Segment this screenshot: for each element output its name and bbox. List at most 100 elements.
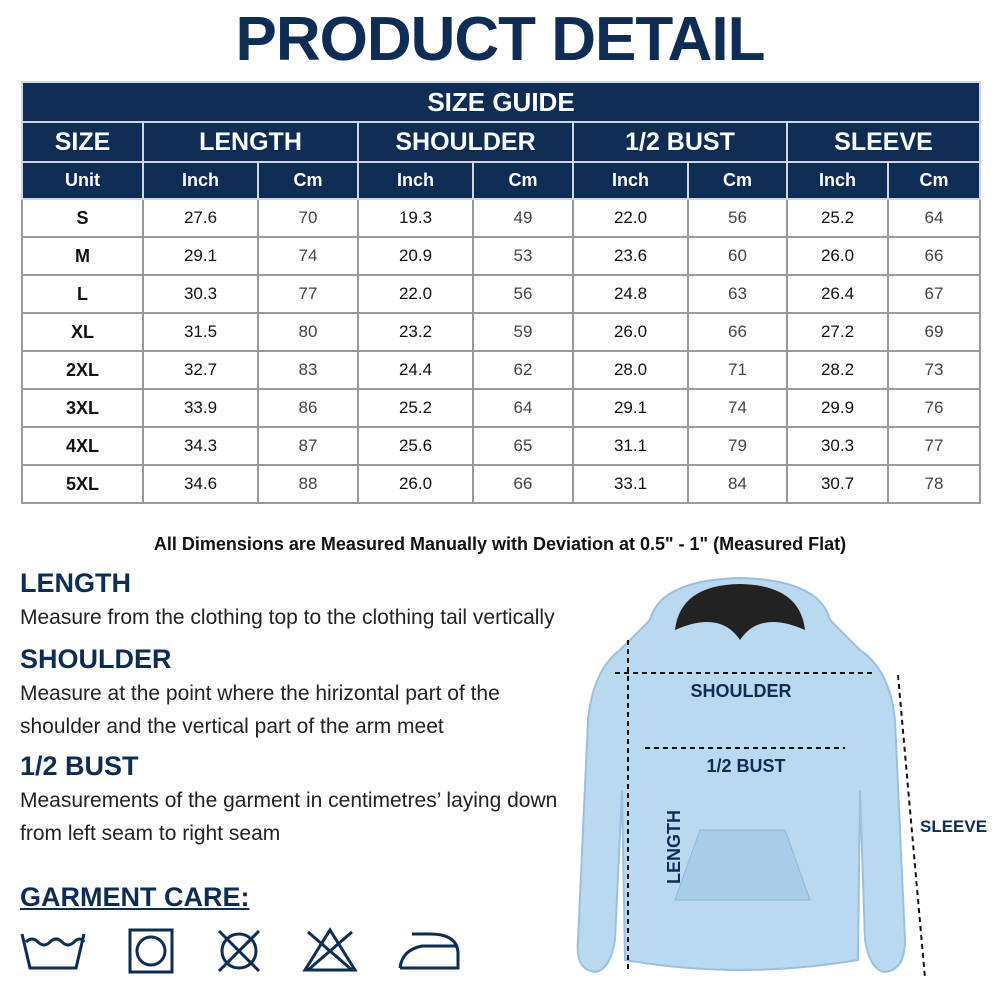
measure-cell: 60 bbox=[687, 236, 788, 276]
group-header: SLEEVE bbox=[786, 121, 981, 163]
measure-cell: 79 bbox=[687, 426, 788, 466]
measure-cell: 66 bbox=[472, 464, 574, 504]
measure-cell: 78 bbox=[887, 464, 981, 504]
measure-cell: 20.9 bbox=[357, 236, 474, 276]
size-cell: L bbox=[21, 274, 144, 314]
unit-header: Inch bbox=[142, 161, 259, 200]
measure-cell: 86 bbox=[257, 388, 359, 428]
measure-cell: 29.9 bbox=[786, 388, 889, 428]
sleeve-label: SLEEVE bbox=[920, 817, 987, 836]
measure-cell: 67 bbox=[887, 274, 981, 314]
group-row: SIZE LENGTH SHOULDER 1/2 BUST SLEEVE bbox=[21, 121, 981, 163]
measure-cell: 71 bbox=[687, 350, 788, 390]
measure-cell: 76 bbox=[887, 388, 981, 428]
measure-cell: 26.0 bbox=[357, 464, 474, 504]
section: SHOULDER Measure at the point where the h… bbox=[20, 644, 580, 743]
table-caption: SIZE GUIDE bbox=[21, 81, 981, 123]
section-heading: 1/2 BUST bbox=[20, 751, 139, 781]
measure-cell: 22.0 bbox=[357, 274, 474, 314]
measure-cell: 64 bbox=[887, 198, 981, 238]
size-cell: 3XL bbox=[21, 388, 144, 428]
hoodie-diagram: SHOULDER 1/2 BUST LENGTH SLEEVE bbox=[576, 576, 987, 979]
measure-cell: 30.3 bbox=[786, 426, 889, 466]
measure-cell: 84 bbox=[687, 464, 788, 504]
measure-cell: 59 bbox=[472, 312, 574, 352]
size-cell: 4XL bbox=[21, 426, 144, 466]
measure-cell: 24.8 bbox=[572, 274, 689, 314]
measure-cell: 56 bbox=[472, 274, 574, 314]
care-title: GARMENT CARE: bbox=[20, 882, 250, 912]
measure-cell: 80 bbox=[257, 312, 359, 352]
group-header: LENGTH bbox=[142, 121, 359, 163]
icon-no-dryclean bbox=[217, 929, 261, 973]
measure-cell: 19.3 bbox=[357, 198, 474, 238]
measure-cell: 66 bbox=[887, 236, 981, 276]
size-row: 4XL 34.3 87 25.6 65 31.1 79 30.3 77 bbox=[21, 426, 981, 466]
measure-cell: 27.6 bbox=[142, 198, 259, 238]
measure-cell: 74 bbox=[687, 388, 788, 428]
size-row: 5XL 34.6 88 26.0 66 33.1 84 30.7 78 bbox=[21, 464, 981, 504]
group-header: SIZE bbox=[21, 121, 144, 163]
size-row: 3XL 33.9 86 25.2 64 29.1 74 29.9 76 bbox=[21, 388, 981, 428]
measure-cell: 32.7 bbox=[142, 350, 259, 390]
unit-row: Unit Inch Cm Inch Cm Inch Cm Inch Cm bbox=[21, 161, 981, 200]
measure-cell: 30.3 bbox=[142, 274, 259, 314]
measure-cell: 62 bbox=[472, 350, 574, 390]
size-cell: 2XL bbox=[21, 350, 144, 390]
unit-header: Cm bbox=[687, 161, 788, 200]
section-heading: SHOULDER bbox=[20, 644, 172, 674]
measure-cell: 53 bbox=[472, 236, 574, 276]
section: 1/2 BUST Measurements of the garment in c… bbox=[20, 751, 580, 850]
length-label: LENGTH bbox=[664, 810, 684, 884]
measure-cell: 29.1 bbox=[572, 388, 689, 428]
care-icons bbox=[20, 928, 261, 974]
measure-lines bbox=[615, 640, 926, 979]
unit-header: Cm bbox=[887, 161, 981, 200]
unit-header: Cm bbox=[472, 161, 574, 200]
measure-cell: 28.2 bbox=[786, 350, 889, 390]
measure-cell: 77 bbox=[257, 274, 359, 314]
icon-wash bbox=[20, 933, 86, 970]
hood-lining bbox=[675, 584, 805, 640]
size-row: L 30.3 77 22.0 56 24.8 63 26.4 67 bbox=[21, 274, 981, 314]
measure-cell: 30.7 bbox=[786, 464, 889, 504]
section: LENGTH Measure from the clothing top to t… bbox=[20, 568, 580, 634]
unit-header: Unit bbox=[21, 161, 144, 200]
size-cell: M bbox=[21, 236, 144, 276]
measure-cell: 27.2 bbox=[786, 312, 889, 352]
measure-cell: 87 bbox=[257, 426, 359, 466]
measure-cell: 56 bbox=[687, 198, 788, 238]
measure-cell: 49 bbox=[472, 198, 574, 238]
section-text: Measure from the clothing top to the clo… bbox=[20, 606, 555, 629]
measure-cell: 83 bbox=[257, 350, 359, 390]
bust-label: 1/2 BUST bbox=[706, 756, 785, 776]
measure-cell: 33.1 bbox=[572, 464, 689, 504]
measure-cell: 70 bbox=[257, 198, 359, 238]
size-row: XL 31.5 80 23.2 59 26.0 66 27.2 69 bbox=[21, 312, 981, 352]
section-text: Measure at the point where the hirizonta… bbox=[20, 682, 500, 738]
caption-row: SIZE GUIDE bbox=[21, 81, 981, 123]
section-text: Measurements of the garment in centimetr… bbox=[20, 789, 558, 845]
measure-cell: 22.0 bbox=[572, 198, 689, 238]
measure-cell: 66 bbox=[687, 312, 788, 352]
measure-cell: 88 bbox=[257, 464, 359, 504]
measure-cell: 23.2 bbox=[357, 312, 474, 352]
measure-cell: 26.0 bbox=[786, 236, 889, 276]
measure-cell: 25.2 bbox=[786, 198, 889, 238]
measure-cell: 34.6 bbox=[142, 464, 259, 504]
icon-no-bleach bbox=[302, 927, 358, 972]
unit-header: Cm bbox=[257, 161, 359, 200]
measure-cell: 73 bbox=[887, 350, 981, 390]
section-heading: LENGTH bbox=[20, 568, 131, 598]
measure-cell: 65 bbox=[472, 426, 574, 466]
measure-cell: 31.1 bbox=[572, 426, 689, 466]
measure-cell: 69 bbox=[887, 312, 981, 352]
measure-cell: 34.3 bbox=[142, 426, 259, 466]
sections: LENGTH Measure from the clothing top to t… bbox=[20, 568, 580, 860]
unit-header: Inch bbox=[572, 161, 689, 200]
hoodie bbox=[576, 576, 907, 974]
measure-cell: 29.1 bbox=[142, 236, 259, 276]
measure-cell: 64 bbox=[472, 388, 574, 428]
measure-cell: 26.0 bbox=[572, 312, 689, 352]
size-row: 2XL 32.7 83 24.4 62 28.0 71 28.2 73 bbox=[21, 350, 981, 390]
